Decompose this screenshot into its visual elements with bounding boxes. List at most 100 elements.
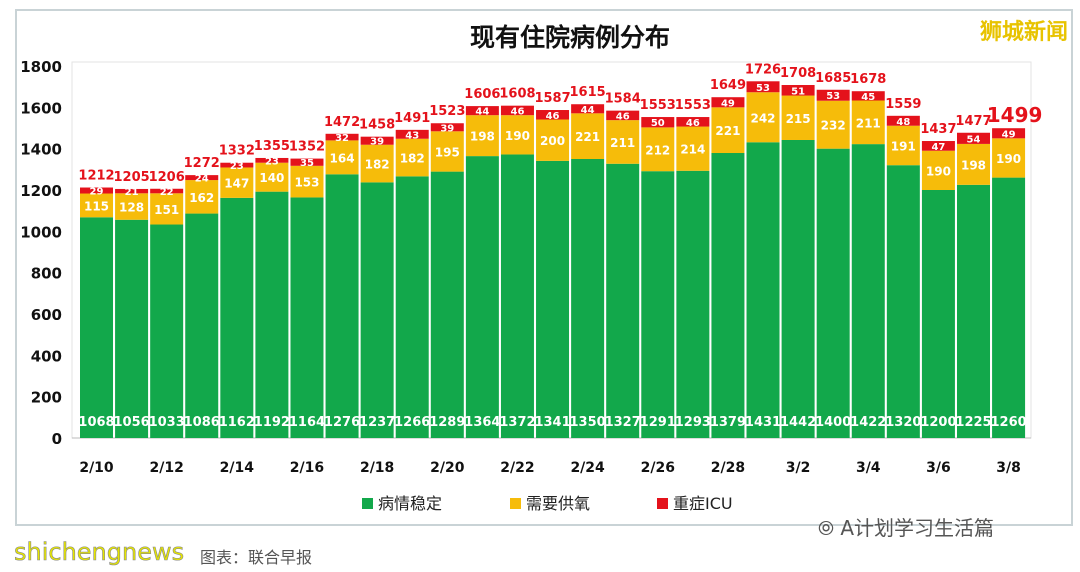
bar-segment-1 xyxy=(921,190,955,438)
x-tick-label: 3/2 xyxy=(786,460,811,476)
bar-segment-3 xyxy=(115,188,149,194)
bar-segment-1 xyxy=(816,148,850,438)
bar-segment-1 xyxy=(711,153,745,439)
data-label-total: 1332 xyxy=(219,144,255,159)
data-label-oxygen: 147 xyxy=(224,177,249,191)
bar-segment-2 xyxy=(395,138,429,177)
bar-segment-2 xyxy=(220,167,254,198)
bar-segment-2 xyxy=(992,138,1026,178)
bar-segment-2 xyxy=(571,113,605,159)
data-label-icu: 29 xyxy=(90,187,104,198)
bar-segment-1 xyxy=(185,213,219,438)
data-label-oxygen: 221 xyxy=(575,130,600,144)
data-label-stable: 1291 xyxy=(640,415,676,430)
data-label-icu: 46 xyxy=(616,111,630,122)
data-label-icu: 53 xyxy=(756,83,770,94)
data-label-icu: 47 xyxy=(931,142,945,153)
bar-segment-1 xyxy=(430,171,464,438)
wechat-watermark-text: A计划学习生活篇 xyxy=(840,516,995,540)
data-label-stable: 1068 xyxy=(78,415,114,430)
bar-segment-1 xyxy=(536,160,570,439)
data-label-total: 1553 xyxy=(675,98,711,113)
data-label-stable: 1260 xyxy=(990,415,1026,430)
data-label-oxygen: 191 xyxy=(891,139,916,153)
data-label-icu: 46 xyxy=(686,118,700,129)
data-label-icu: 32 xyxy=(335,133,349,144)
data-label-oxygen: 153 xyxy=(294,176,319,190)
site-watermark: shichengnews xyxy=(14,538,185,567)
bar-segment-2 xyxy=(921,150,955,190)
bar-segment-1 xyxy=(886,165,920,438)
bar-segment-1 xyxy=(746,142,780,438)
bar-segment-2 xyxy=(606,120,640,164)
data-label-icu: 50 xyxy=(651,118,665,129)
data-label-oxygen: 162 xyxy=(189,191,214,205)
bar-segment-3 xyxy=(606,110,640,121)
x-tick-label: 2/28 xyxy=(711,460,745,476)
data-label-stable: 1289 xyxy=(429,415,465,430)
y-tick-label: 600 xyxy=(31,306,62,324)
data-label-stable: 1200 xyxy=(920,415,956,430)
data-label-stable: 1225 xyxy=(955,415,991,430)
logo-watermark: 狮城新闻 xyxy=(979,20,1068,45)
bar-segment-1 xyxy=(255,191,289,438)
bar-segment-2 xyxy=(957,143,990,185)
bar-segment-3 xyxy=(571,104,605,114)
data-label-total: 1559 xyxy=(885,97,921,112)
bar-segment-2 xyxy=(290,165,324,198)
source-caption: 图表：联合早报 xyxy=(200,548,313,567)
data-label-icu: 35 xyxy=(300,158,314,169)
legend-swatch-2 xyxy=(510,498,521,509)
bar-segment-3 xyxy=(465,106,499,116)
bar-segment-2 xyxy=(711,107,745,154)
bar-segment-1 xyxy=(957,184,990,438)
data-label-oxygen: 190 xyxy=(926,164,951,178)
bar-segment-1 xyxy=(500,154,534,438)
data-label-oxygen: 164 xyxy=(330,151,355,165)
data-label-stable: 1266 xyxy=(394,415,430,430)
data-label-total: 1272 xyxy=(184,156,220,171)
data-label-stable: 1056 xyxy=(113,415,149,430)
data-label-oxygen: 195 xyxy=(435,145,460,159)
x-tick-label: 3/4 xyxy=(856,460,881,476)
y-tick-label: 1200 xyxy=(20,182,62,200)
bar-segment-1 xyxy=(676,170,710,438)
bar-segment-3 xyxy=(676,117,710,127)
legend-label-3: 重症ICU xyxy=(673,494,733,513)
data-label-oxygen: 242 xyxy=(750,111,775,125)
bar-segment-3 xyxy=(641,117,675,128)
bar-segment-2 xyxy=(746,92,780,143)
data-label-icu: 53 xyxy=(826,91,840,102)
data-label-icu: 39 xyxy=(440,123,454,134)
data-label-total: 1523 xyxy=(429,104,465,119)
bar-segment-1 xyxy=(571,159,605,438)
bar-segment-3 xyxy=(255,157,289,163)
bar-segment-3 xyxy=(80,187,113,194)
bar-segment-3 xyxy=(746,81,780,93)
data-label-total: 1212 xyxy=(78,169,114,184)
data-label-total: 1553 xyxy=(640,98,676,113)
data-label-stable: 1364 xyxy=(464,415,500,430)
data-label-oxygen: 140 xyxy=(259,171,284,185)
bar-segment-2 xyxy=(851,100,885,145)
bar-segment-2 xyxy=(255,162,289,192)
x-tick-label: 2/10 xyxy=(79,460,114,476)
data-label-icu: 49 xyxy=(721,98,735,109)
bar-segment-3 xyxy=(500,105,534,116)
y-tick-label: 800 xyxy=(31,265,62,283)
data-label-total: 1499 xyxy=(987,103,1043,127)
bar-segment-3 xyxy=(290,158,324,166)
x-tick-label: 3/6 xyxy=(926,460,951,476)
legend-swatch-3 xyxy=(657,498,668,509)
data-label-icu: 49 xyxy=(1002,129,1016,140)
data-label-stable: 1086 xyxy=(184,415,220,430)
bar-segment-1 xyxy=(395,176,429,439)
x-tick-label: 3/8 xyxy=(996,460,1021,476)
bar-segment-2 xyxy=(360,144,394,183)
data-label-stable: 1350 xyxy=(570,415,606,430)
data-label-total: 1458 xyxy=(359,118,395,133)
data-label-stable: 1372 xyxy=(499,415,535,430)
bar-segment-3 xyxy=(781,85,815,96)
data-label-oxygen: 215 xyxy=(786,112,811,126)
